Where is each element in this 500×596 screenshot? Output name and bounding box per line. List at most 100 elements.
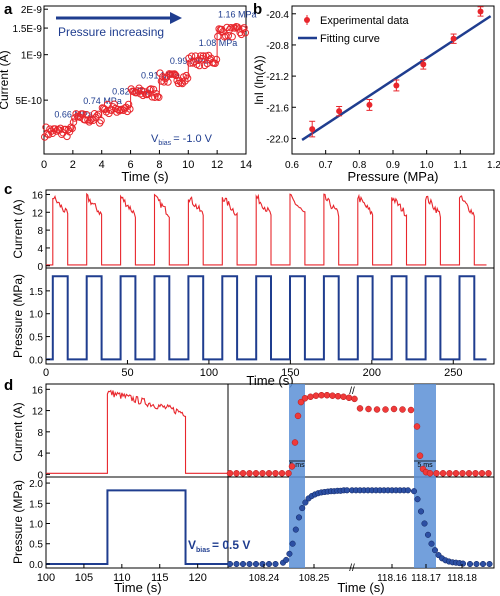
- pressure-series-line: [46, 275, 487, 361]
- legend-label-experimental: Experimental data: [320, 15, 410, 27]
- panel-d-left-xlabel: Time (s): [114, 580, 161, 595]
- panel-a-xlabel: Time (s): [121, 169, 168, 184]
- current-marker: [433, 470, 440, 477]
- x-tick-label: 100: [200, 367, 218, 379]
- pressure-marker: [404, 487, 412, 494]
- panel-d-ticks: 100 105 110 115 120 108.24 108.25 118.16 118.17 1…: [29, 385, 477, 584]
- current-marker: [265, 470, 273, 477]
- current-marker: [459, 470, 466, 477]
- data-point: [366, 101, 373, 108]
- current-marker: [93, 112, 101, 120]
- x-tick-label: 0: [43, 367, 49, 379]
- y-tick-label: 2.0: [29, 479, 43, 490]
- pressure-marker: [431, 547, 439, 554]
- current-marker: [318, 391, 325, 399]
- pressure-marker: [410, 488, 418, 495]
- fall-window-label: 5 ms: [417, 462, 433, 469]
- y-tick-label: 1.0: [29, 310, 43, 321]
- current-marker: [294, 412, 302, 420]
- current-marker: [47, 127, 55, 135]
- x-tick-label: 0.9: [386, 160, 400, 171]
- pressure-marker: [283, 556, 290, 563]
- panel-b-ylabel: lnI (ln(A)): [252, 55, 266, 104]
- panel-b-x-ticks: 0.6 0.7 0.8 0.9 1.0 1.1 1.2: [285, 150, 500, 171]
- x-tick-label: 200: [363, 367, 381, 379]
- y-tick-label: -20.4: [266, 10, 289, 21]
- panel-label-c: c: [4, 181, 12, 198]
- data-point: [309, 126, 316, 133]
- y-tick-label: 16: [32, 385, 44, 396]
- x-tick-label: 12: [211, 159, 223, 171]
- panel-c-bottom-ylabel: Pressure (MPa): [11, 274, 25, 358]
- pressure-marker: [295, 514, 303, 521]
- pressure-marker: [466, 560, 474, 568]
- pressure-series-line: [46, 489, 228, 565]
- axis-break-mark: //: [349, 563, 355, 574]
- y-tick-label: 4: [37, 449, 43, 460]
- current-marker: [485, 470, 492, 477]
- current-marker: [407, 406, 415, 414]
- current-marker: [69, 118, 78, 126]
- x-tick-label: 2: [70, 159, 76, 171]
- current-marker: [147, 85, 155, 93]
- current-marker: [124, 100, 133, 109]
- current-marker: [297, 398, 305, 406]
- current-marker: [79, 110, 87, 118]
- y-tick-label: 12: [32, 208, 44, 219]
- panel-a-vbias-v: V: [151, 133, 159, 145]
- panel-b: 0.6 0.7 0.8 0.9 1.0 1.1 1.2 -22.0 -21.6 -21.2 -20…: [252, 5, 500, 184]
- current-marker: [382, 406, 389, 413]
- current-marker: [164, 78, 172, 86]
- pressure-marker: [414, 496, 421, 503]
- panel-b-xlabel: Pressure (MPa): [347, 169, 438, 184]
- pressure-marker: [292, 526, 299, 533]
- panel-d-current-ylabel: Current (A): [11, 402, 25, 461]
- y-tick-label: 8: [37, 428, 43, 439]
- x-tick-label: 50: [121, 367, 133, 379]
- x-tick-label: 1.2: [487, 160, 500, 171]
- panel-d: 5 ms 5 ms //// 100 105 110 115 120 108.24 108.2…: [11, 383, 495, 595]
- panel-a-vbias-sub: bias: [158, 140, 171, 147]
- panel-d-shading: 5 ms 5 ms: [289, 384, 436, 568]
- pressure-marker: [299, 505, 306, 512]
- data-point: [393, 82, 400, 89]
- current-marker: [416, 452, 424, 459]
- pressure-marker: [246, 560, 253, 568]
- pressure-step-label: 1.08 MPa: [199, 38, 238, 48]
- rise-window-label: 5 ms: [289, 462, 305, 469]
- current-marker: [452, 470, 460, 477]
- pressure-marker: [239, 560, 247, 568]
- panel-label-d: d: [4, 377, 13, 394]
- y-tick-label: 1.5: [29, 499, 43, 510]
- current-marker: [239, 470, 247, 477]
- y-tick-label: 5E-10: [15, 96, 42, 107]
- pressure-marker: [473, 560, 480, 568]
- panel-label-a: a: [4, 1, 13, 18]
- current-marker: [153, 92, 162, 101]
- current-marker: [399, 406, 406, 413]
- panel-c-top-ylabel: Current (A): [11, 199, 25, 258]
- pressure-marker: [289, 540, 296, 547]
- current-marker: [183, 74, 192, 82]
- data-point: [450, 35, 457, 42]
- current-marker: [446, 470, 453, 477]
- current-marker: [312, 392, 320, 399]
- current-marker: [472, 470, 479, 477]
- current-marker: [135, 84, 143, 92]
- current-marker: [351, 395, 358, 403]
- pressure-marker: [417, 508, 425, 515]
- x-tick-label: 150: [281, 367, 299, 379]
- current-marker: [323, 391, 331, 399]
- panel-c-top-frame: [45, 189, 495, 269]
- x-tick-label: 10: [182, 159, 194, 171]
- current-marker: [340, 393, 347, 401]
- panel-d-vbias-value: = 0.5 V: [212, 538, 250, 552]
- pressure-marker: [424, 531, 432, 538]
- current-marker: [413, 423, 421, 430]
- panel-c-xlabel: Time (s): [246, 373, 293, 388]
- y-tick-label: -20.8: [266, 41, 289, 52]
- x-tick-label: 0: [41, 159, 47, 171]
- pressure-marker: [233, 560, 240, 568]
